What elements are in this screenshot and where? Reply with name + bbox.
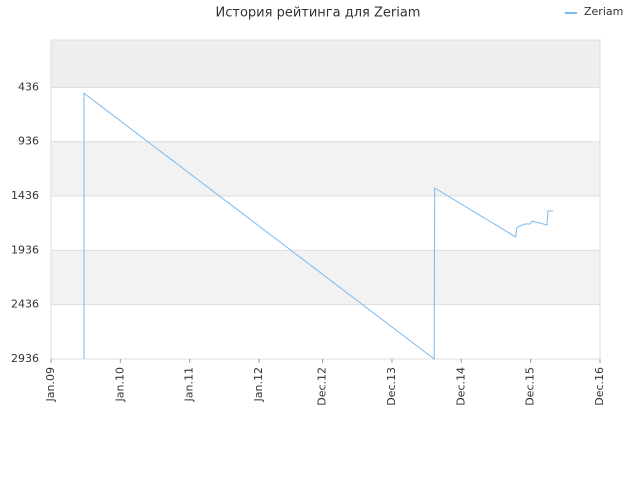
- grid-band: [51, 87, 600, 142]
- y-tick-label: 936: [18, 135, 39, 148]
- grid-band: [51, 250, 600, 305]
- grid-band: [51, 40, 600, 88]
- y-tick-label: 1436: [11, 189, 39, 202]
- chart-title: История рейтинга для Zeriam: [216, 6, 421, 21]
- grid-band: [51, 304, 600, 359]
- x-tick-label: Dec.13: [385, 367, 398, 406]
- x-tick-label: Dec.12: [316, 367, 329, 406]
- line: [83, 92, 554, 361]
- y-tick-label: 2436: [11, 298, 39, 311]
- x-tick-label: Jan.10: [113, 367, 126, 402]
- y-tick-label: 1936: [11, 243, 39, 256]
- x-tick-label: Jan.09: [44, 367, 57, 402]
- grid-band: [51, 141, 600, 197]
- x-tick-label: Dec.15: [524, 367, 537, 406]
- x-tick-label: Jan.11: [183, 367, 196, 402]
- x-tick-label: Dec.14: [454, 367, 467, 406]
- y-tick-label: 2936: [11, 352, 39, 365]
- y-tick-label: 436: [18, 80, 39, 93]
- legend-label: Zeriam: [584, 5, 623, 18]
- grid-band: [51, 196, 600, 251]
- x-tick-label: Dec.16: [593, 367, 606, 406]
- plot-border: [50, 39, 601, 360]
- x-tick-label: Jan.12: [252, 367, 265, 402]
